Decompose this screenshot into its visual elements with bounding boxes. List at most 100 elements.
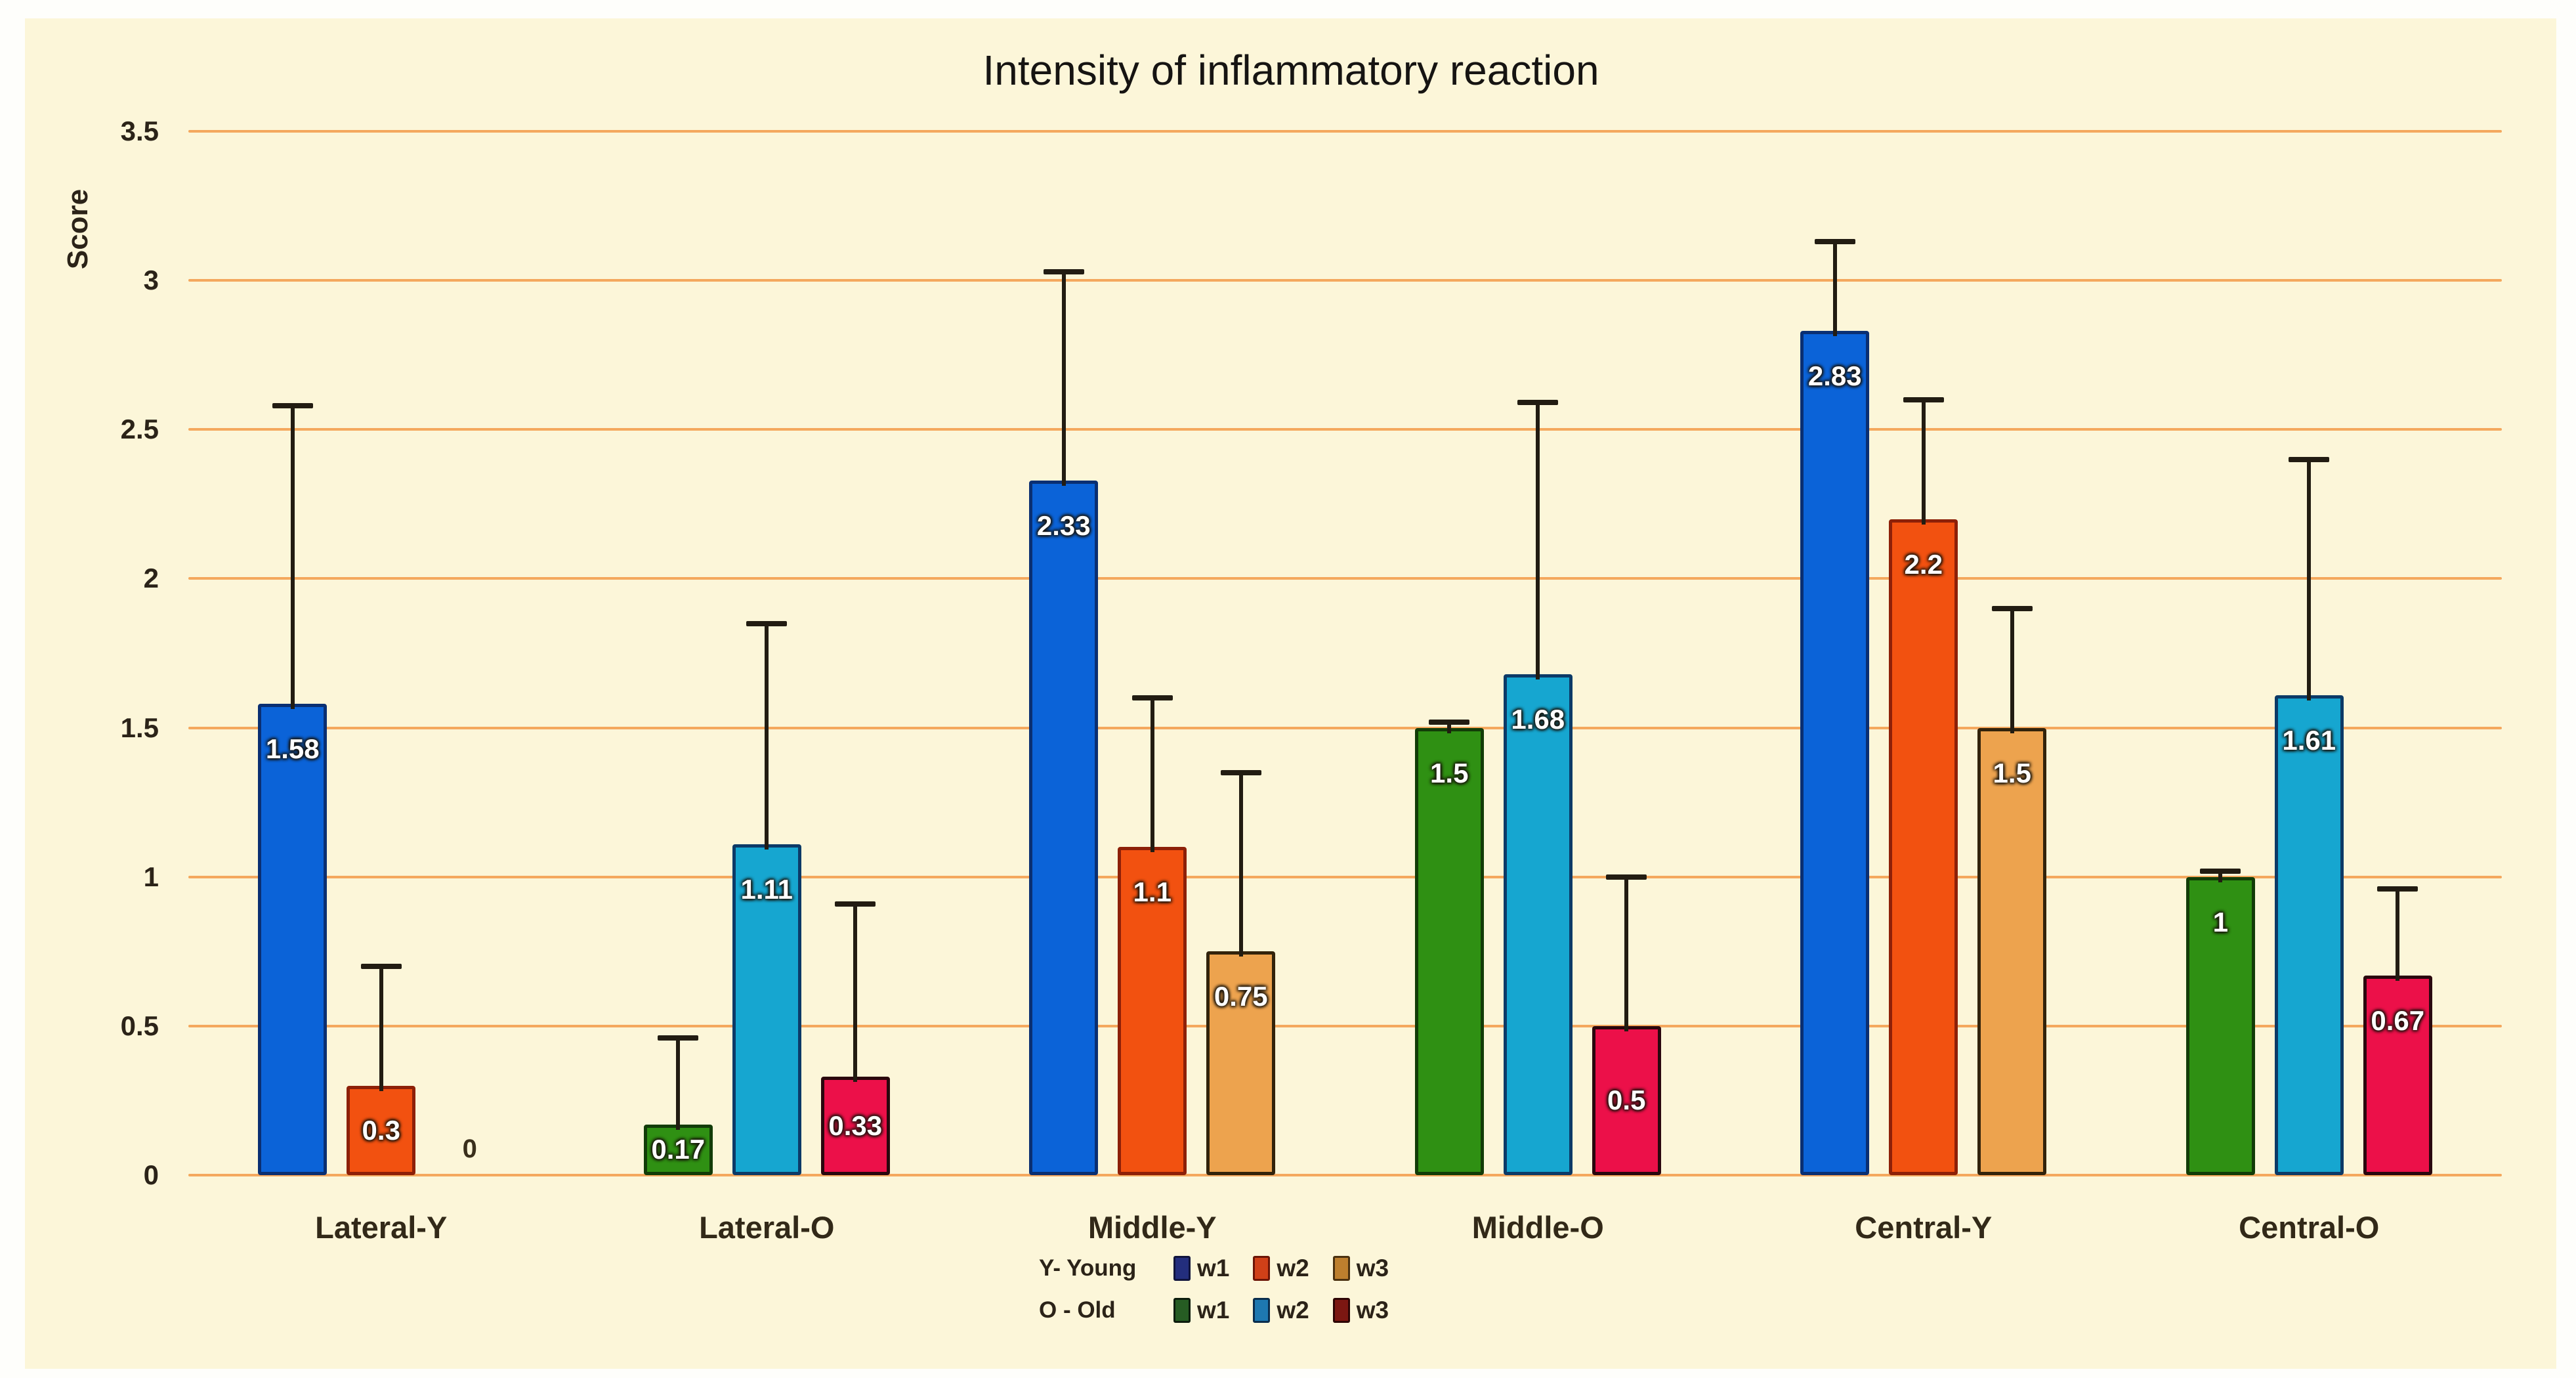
error-bar-cap <box>272 402 313 408</box>
error-bar <box>290 405 295 710</box>
category-label-Lateral-Y: Lateral-Y <box>315 1210 448 1245</box>
bar-value-label: 1.68 <box>1511 703 1565 735</box>
bar-Lateral-O-w1 <box>643 1124 713 1175</box>
error-bar-cap <box>1131 695 1173 701</box>
legend-swatch-icon <box>1173 1298 1191 1323</box>
y-axis-tick-label: 1 <box>143 861 159 892</box>
error-bar-cap <box>1606 874 1647 880</box>
legend-swatch-icon <box>1253 1256 1271 1281</box>
error-bar-cap <box>2377 886 2418 892</box>
error-bar-cap <box>2289 456 2330 462</box>
error-bar <box>2307 459 2312 700</box>
bar-value-label: 1.58 <box>265 733 320 765</box>
legend-entry-w2: w2 <box>1253 1255 1309 1282</box>
error-bar-cap <box>1903 397 1944 402</box>
bar-value-label: 0.75 <box>1214 981 1268 1012</box>
gridline <box>188 875 2502 878</box>
legend-entry-label: w3 <box>1356 1297 1389 1324</box>
error-bar <box>853 903 858 1083</box>
gridline <box>188 428 2502 431</box>
error-bar-cap <box>1814 239 1855 245</box>
bar-Central-O-w1 <box>2185 876 2255 1175</box>
bar-value-label: 2.2 <box>1904 548 1943 580</box>
bar-Middle-Y-w1 <box>1029 480 1099 1175</box>
bar-Middle-O-w1 <box>1414 727 1484 1175</box>
bar-value-label: 1 <box>2212 906 2228 937</box>
error-bar-cap <box>1991 605 2033 611</box>
error-bar <box>1238 772 1243 957</box>
error-bar <box>379 966 383 1091</box>
bar-Central-Y-w1 <box>1800 331 1870 1175</box>
bar-Central-Y-w2 <box>1889 519 1958 1175</box>
y-axis-tick-label: 0.5 <box>120 1010 159 1041</box>
gridline <box>188 1174 2502 1176</box>
legend-entry-w2: w2 <box>1253 1297 1309 1324</box>
error-bar <box>1061 271 1066 486</box>
bar-value-label: 0.17 <box>651 1134 706 1165</box>
gridline <box>188 130 2502 133</box>
error-bar <box>765 623 769 850</box>
bar-value-label: 2.33 <box>1036 509 1091 541</box>
bar-value-label: 1.11 <box>740 873 793 905</box>
legend-entry-label: w1 <box>1197 1255 1230 1281</box>
legend-entry-w1: w1 <box>1173 1297 1229 1324</box>
gridline <box>188 1024 2502 1027</box>
y-axis-tick-label: 3 <box>143 265 159 296</box>
bar-Central-O-w3 <box>2363 975 2432 1175</box>
bar-value-label: 1.5 <box>1430 757 1469 788</box>
chart-title: Intensity of inflammatory reaction <box>982 47 1599 94</box>
error-bar <box>1150 698 1154 853</box>
bar-Middle-O-w2 <box>1503 674 1573 1175</box>
error-bar-cap <box>1517 400 1559 406</box>
legend-entry-w1: w1 <box>1173 1255 1229 1282</box>
legend-swatch-icon <box>1253 1298 1271 1323</box>
error-bar-cap <box>1220 769 1261 775</box>
y-axis-tick-label: 2.5 <box>120 414 159 445</box>
error-bar <box>2396 888 2400 981</box>
error-bar-cap <box>360 964 402 969</box>
bar-value-label: 0 <box>462 1134 477 1163</box>
y-axis-tick-label: 1.5 <box>120 712 159 743</box>
error-bar <box>1624 876 1629 1031</box>
bar-Central-Y-w3 <box>1977 727 2047 1175</box>
error-bar <box>1447 721 1452 733</box>
bar-Central-O-w2 <box>2274 695 2344 1175</box>
error-bar-cap <box>2200 868 2241 874</box>
bar-Middle-Y-w2 <box>1118 847 1187 1175</box>
legend-entry-label: w2 <box>1277 1297 1309 1324</box>
error-bar <box>1921 399 1926 525</box>
legend-row: O - Old w1 w2 w3 <box>1039 1293 1412 1327</box>
error-bar-cap <box>835 901 876 907</box>
legend-swatch-icon <box>1332 1256 1350 1281</box>
legend-swatch-icon <box>1173 1256 1191 1281</box>
legend: Y- Young w1 w2 w3 O - Old w1 w2 w3 <box>1039 1251 1412 1335</box>
legend-entry-w3: w3 <box>1332 1297 1389 1324</box>
legend-row-label: O - Old <box>1039 1297 1116 1323</box>
bar-value-label: 0.67 <box>2371 1004 2425 1036</box>
bar-Lateral-O-w2 <box>732 844 801 1175</box>
gridline <box>188 279 2502 282</box>
error-bar <box>2010 608 2014 733</box>
category-label-Central-O: Central-O <box>2239 1210 2380 1245</box>
y-axis-tick-label: 2 <box>143 563 159 594</box>
error-bar-cap <box>746 620 788 626</box>
legend-entry-label: w3 <box>1356 1255 1389 1281</box>
gridline <box>188 577 2502 580</box>
plot-area: 3.5 3 2.5 2 1.5 1 0.5 0 1.58 0.3 0 Lateral-Y 0.17 1.1… <box>121 116 2502 1245</box>
bar-Lateral-O-w3 <box>820 1077 890 1175</box>
error-bar <box>1832 242 1837 337</box>
bar-value-label: 2.83 <box>1807 360 1862 392</box>
category-label-Lateral-O: Lateral-O <box>699 1210 835 1245</box>
legend-row: Y- Young w1 w2 w3 <box>1039 1251 1412 1285</box>
error-bar <box>2218 871 2223 882</box>
category-label-Central-Y: Central-Y <box>1855 1210 1993 1245</box>
legend-swatch-icon <box>1332 1298 1350 1323</box>
bar-value-label: 0.3 <box>362 1114 400 1146</box>
y-axis-tick-label: 3.5 <box>120 116 159 146</box>
bar-value-label: 0.33 <box>828 1110 883 1142</box>
error-bar <box>676 1038 681 1130</box>
y-axis-tick-label: 0 <box>143 1159 159 1190</box>
bar-value-label: 1.1 <box>1133 876 1172 908</box>
bar-value-label: 0.5 <box>1607 1085 1646 1116</box>
error-bar-cap <box>1429 719 1470 725</box>
